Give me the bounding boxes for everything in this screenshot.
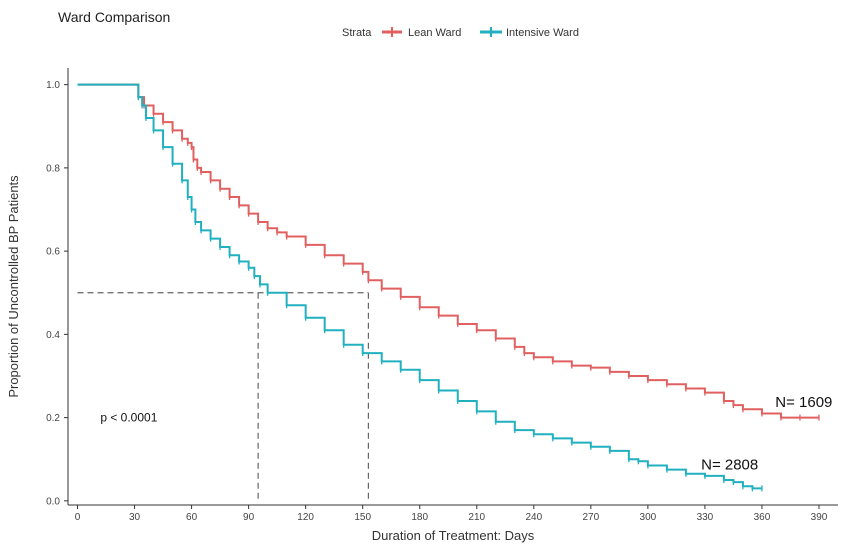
y-tick-label-1.0: 1.0 (46, 80, 60, 91)
x-tick-label-150: 150 (354, 512, 371, 523)
x-tick-label-330: 330 (697, 512, 714, 523)
x-tick-label-30: 30 (129, 512, 141, 523)
y-axis-title: Proportion of Uncontrolled BP Patients (6, 175, 21, 398)
x-tick-label-360: 360 (754, 512, 771, 523)
y-tick-label-0.8: 0.8 (46, 163, 60, 174)
legend-label-intensive-ward: Intensive Ward (506, 27, 579, 39)
x-tick-label-270: 270 (582, 512, 599, 523)
legend-item-lean-ward: Lean Ward (382, 27, 461, 39)
median-reference-lines (77, 292, 369, 501)
annotation-0: p < 0.0001 (100, 411, 157, 425)
x-tick-label-90: 90 (243, 512, 255, 523)
series-line-intensive-ward (77, 83, 762, 490)
y-tick-label-0.6: 0.6 (46, 247, 60, 258)
x-tick-label-120: 120 (297, 512, 314, 523)
series-line-lean-ward (77, 83, 819, 419)
annotation-2: N= 2808 (701, 456, 758, 473)
x-tick-label-240: 240 (525, 512, 542, 523)
legend-title: Strata (342, 27, 372, 39)
x-tick-label-300: 300 (640, 512, 657, 523)
x-axis-ticks: 0 30 60 90 120 150 180 210 240 270 300 330 360 390 (75, 505, 828, 523)
annotation-1: N= 1609 (775, 394, 832, 411)
censor-marks-intensive-ward (137, 94, 763, 492)
chart-title: Ward Comparison (58, 9, 170, 25)
censor-marks-lean-ward (137, 94, 820, 421)
y-tick-label-0.0: 0.0 (46, 496, 60, 507)
x-tick-label-60: 60 (186, 512, 198, 523)
x-axis-title: Duration of Treatment: Days (372, 528, 535, 543)
x-tick-label-390: 390 (811, 512, 828, 523)
x-tick-label-210: 210 (468, 512, 485, 523)
y-tick-label-0.2: 0.2 (46, 413, 60, 424)
legend-label-lean-ward: Lean Ward (408, 27, 461, 39)
legend-item-intensive-ward: Intensive Ward (480, 27, 579, 39)
x-tick-label-0: 0 (75, 512, 81, 523)
series-lines (77, 83, 820, 492)
x-tick-label-180: 180 (411, 512, 428, 523)
y-axis-ticks: 0.0 0.2 0.4 0.6 0.8 1.0 (46, 80, 68, 507)
y-tick-label-0.4: 0.4 (46, 330, 60, 341)
legend: Strata Lean Ward Intensive Ward (342, 27, 579, 39)
annotations: p < 0.0001 N= 1609 N= 2808 (100, 394, 832, 473)
